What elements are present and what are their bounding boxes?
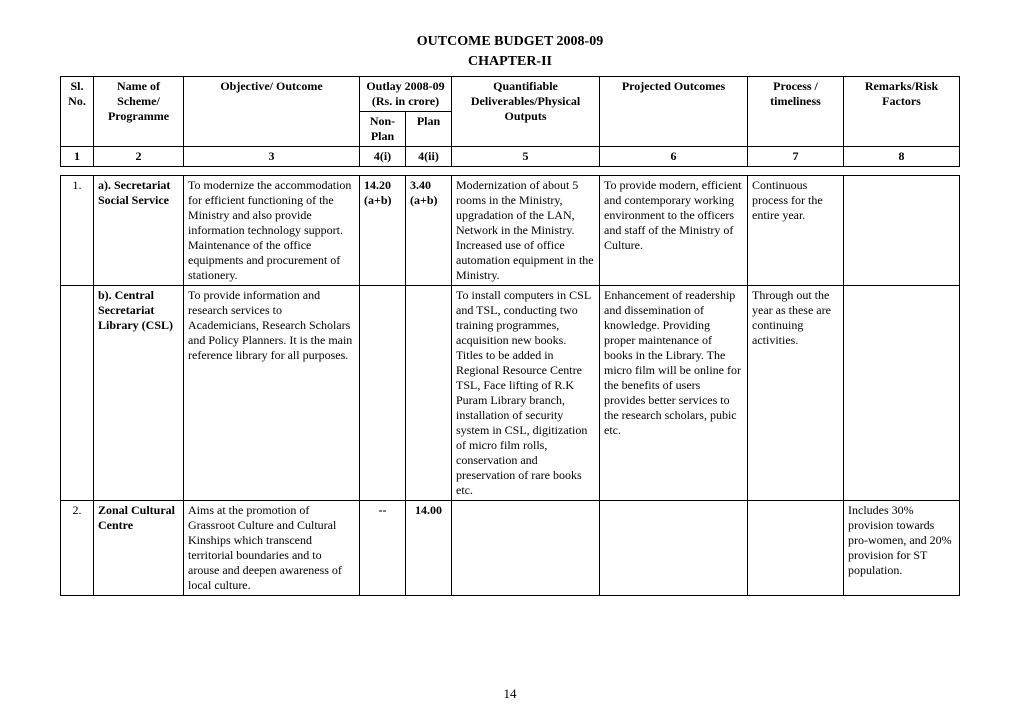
table-row: 1. a). Secretariat Social Service To mod… bbox=[61, 176, 960, 286]
colnum-row: 1 2 3 4(i) 4(ii) 5 6 7 8 bbox=[61, 147, 960, 167]
cell-nonplan bbox=[360, 286, 406, 501]
cell-nonplan: -- bbox=[360, 501, 406, 596]
cell-deliverables: Modernization of about 5 rooms in the Mi… bbox=[452, 176, 600, 286]
th-outlay: Outlay 2008-09 (Rs. in crore) bbox=[360, 77, 452, 112]
cell-deliverables bbox=[452, 501, 600, 596]
th-nonplan: Non-Plan bbox=[360, 112, 406, 147]
cell-name: a). Secretariat Social Service bbox=[94, 176, 184, 286]
document-page: OUTCOME BUDGET 2008-09 CHAPTER-II Sl. No… bbox=[0, 0, 1020, 720]
table-row: b). Central Secretariat Library (CSL) To… bbox=[61, 286, 960, 501]
page-number: 14 bbox=[0, 686, 1020, 702]
table-gap bbox=[60, 167, 960, 175]
cell-projected bbox=[600, 501, 748, 596]
th-plan: Plan bbox=[406, 112, 452, 147]
th-remarks: Remarks/Risk Factors bbox=[844, 77, 960, 147]
header-row: Sl. No. Name of Scheme/ Programme Object… bbox=[61, 77, 960, 112]
cell-plan: 14.00 bbox=[406, 501, 452, 596]
th-projected: Projected Outcomes bbox=[600, 77, 748, 147]
cell-objective: To provide information and research serv… bbox=[184, 286, 360, 501]
colnum-2: 2 bbox=[94, 147, 184, 167]
colnum-5: 5 bbox=[452, 147, 600, 167]
cell-remarks bbox=[844, 286, 960, 501]
th-sl: Sl. No. bbox=[61, 77, 94, 147]
table-row: 2. Zonal Cultural Centre Aims at the pro… bbox=[61, 501, 960, 596]
cell-process: Through out the year as these are contin… bbox=[748, 286, 844, 501]
cell-plan bbox=[406, 286, 452, 501]
colnum-3: 3 bbox=[184, 147, 360, 167]
cell-nonplan: 14.20 (a+b) bbox=[360, 176, 406, 286]
colnum-6: 6 bbox=[600, 147, 748, 167]
cell-sl: 2. bbox=[61, 501, 94, 596]
cell-process bbox=[748, 501, 844, 596]
cell-remarks: Includes 30% provision towards pro-women… bbox=[844, 501, 960, 596]
cell-objective: Aims at the promotion of Grassroot Cultu… bbox=[184, 501, 360, 596]
colnum-4ii: 4(ii) bbox=[406, 147, 452, 167]
th-deliverables: Quantifiable Deliverables/Physical Outpu… bbox=[452, 77, 600, 147]
colnum-7: 7 bbox=[748, 147, 844, 167]
th-objective: Objective/ Outcome bbox=[184, 77, 360, 147]
cell-sl: 1. bbox=[61, 176, 94, 286]
cell-projected: Enhancement of readership and disseminat… bbox=[600, 286, 748, 501]
cell-sl bbox=[61, 286, 94, 501]
colnum-1: 1 bbox=[61, 147, 94, 167]
cell-deliverables: To install computers in CSL and TSL, con… bbox=[452, 286, 600, 501]
th-name: Name of Scheme/ Programme bbox=[94, 77, 184, 147]
cell-process: Continuous process for the entire year. bbox=[748, 176, 844, 286]
cell-objective: To modernize the accommodation for effic… bbox=[184, 176, 360, 286]
colnum-8: 8 bbox=[844, 147, 960, 167]
cell-name: b). Central Secretariat Library (CSL) bbox=[94, 286, 184, 501]
cell-plan: 3.40 (a+b) bbox=[406, 176, 452, 286]
colnum-4i: 4(i) bbox=[360, 147, 406, 167]
cell-remarks bbox=[844, 176, 960, 286]
document-title: OUTCOME BUDGET 2008-09 bbox=[60, 34, 960, 50]
th-process: Process / timeliness bbox=[748, 77, 844, 147]
header-table: Sl. No. Name of Scheme/ Programme Object… bbox=[60, 76, 960, 167]
data-table: 1. a). Secretariat Social Service To mod… bbox=[60, 175, 960, 596]
chapter-heading: CHAPTER-II bbox=[60, 54, 960, 70]
cell-name: Zonal Cultural Centre bbox=[94, 501, 184, 596]
cell-projected: To provide modern, efficient and contemp… bbox=[600, 176, 748, 286]
